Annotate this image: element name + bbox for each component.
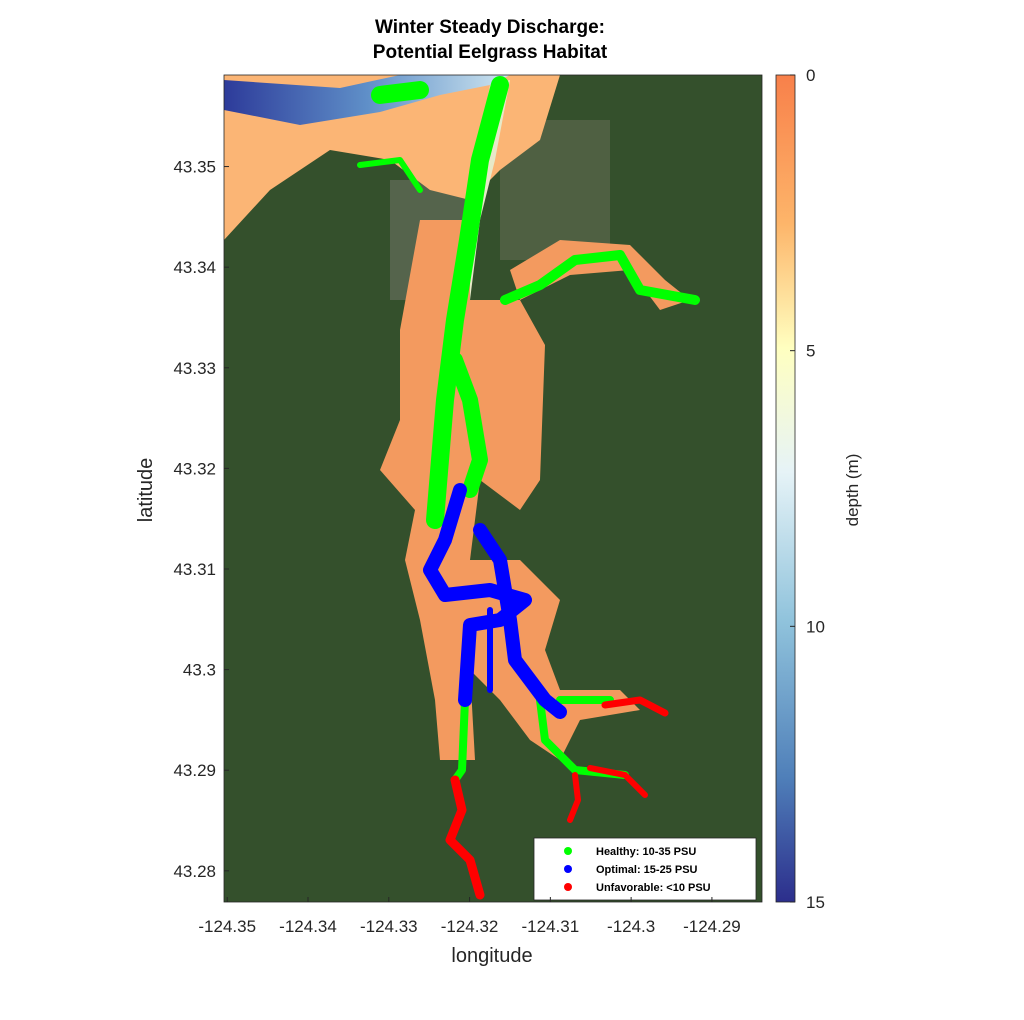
y-tick-label: 43.34 [173,258,216,277]
x-tick-label: -124.3 [607,917,655,936]
colorbar-label: depth (m) [843,454,862,527]
colorbar-tick-label: 5 [806,342,815,361]
y-tick-label: 43.28 [173,862,216,881]
y-tick-label: 43.32 [173,459,216,478]
x-tick-label: -124.33 [360,917,418,936]
colorbar-tick-label: 10 [806,617,825,636]
colorbar-ticks: 0 5 10 15 [790,66,825,912]
colorbar [775,74,796,903]
y-tick-label: 43.33 [173,359,216,378]
x-tick-label: -124.35 [198,917,256,936]
plot-frame [223,74,763,903]
tidal-flats-east [510,240,690,310]
legend-marker-unfavorable [564,883,572,891]
x-axis-label: longitude [451,945,532,967]
healthy-bay-shore [357,157,423,193]
x-axis-ticks: -124.35 -124.34 -124.33 -124.32 -124.31 -124.… [198,897,741,936]
legend-marker-healthy [564,847,572,855]
chart-title-line-2: Potential Eelgrass Habitat [373,42,608,63]
y-tick-label: 43.29 [173,761,216,780]
healthy-main-channel [371,76,509,529]
optimal-east-channel [473,523,567,719]
healthy-east-branch [500,250,700,305]
unfavorable-east-creek [601,696,669,717]
chart-title-line-1: Winter Steady Discharge: [375,17,605,38]
x-tick-label: -124.34 [279,917,337,936]
y-tick-label: 43.3 [183,661,216,680]
unfavorable-south-river [445,775,485,900]
series-optimal [423,483,567,719]
legend-marker-optimal [564,865,572,873]
colorbar-tick-label: 15 [806,893,825,912]
x-tick-label: -124.32 [441,917,499,936]
series-unfavorable [445,696,669,900]
legend-label-unfavorable: Unfavorable: <10 PSU [596,882,711,894]
y-tick-label: 43.35 [173,158,216,177]
legend-label-healthy: Healthy: 10-35 PSU [596,846,696,858]
map-area [224,75,762,902]
colorbar-tick-label: 0 [806,66,815,85]
x-tick-label: -124.31 [522,917,580,936]
unfavorable-southeast-creek [567,765,648,823]
y-axis-label: latitude [135,458,157,523]
y-axis-ticks: 43.28 43.29 43.3 43.31 43.32 43.33 43.34 43.35 [173,158,229,881]
y-tick-label: 43.31 [173,560,216,579]
bay-channel [224,75,510,125]
legend: Healthy: 10-35 PSU Optimal: 15-25 PSU Un… [533,837,757,901]
healthy-west-bank [447,352,488,498]
x-tick-label: -124.29 [683,917,741,936]
legend-label-optimal: Optimal: 15-25 PSU [596,864,698,876]
optimal-meander [423,483,532,707]
